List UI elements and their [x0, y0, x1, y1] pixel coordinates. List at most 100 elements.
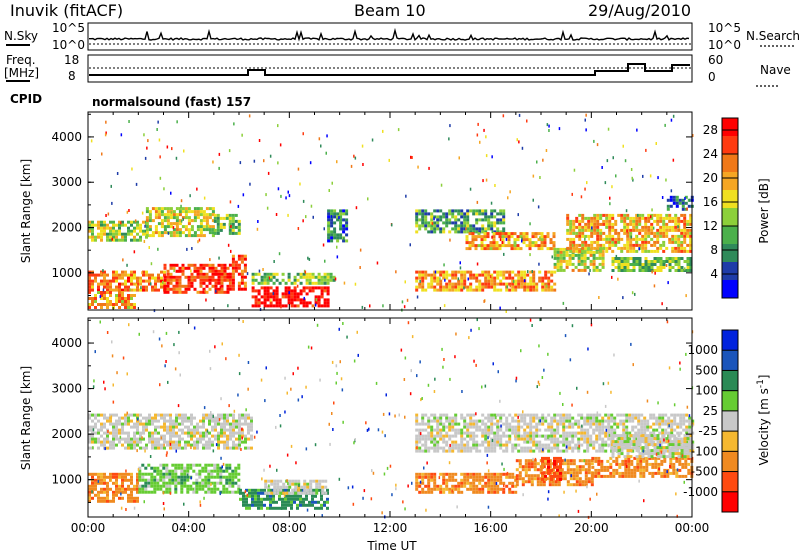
- power-cell: [587, 226, 590, 229]
- velocity-cell: [184, 444, 187, 447]
- velocity-cell: [445, 473, 448, 476]
- velocity-cell: [472, 432, 475, 435]
- velocity-cell: [136, 432, 139, 435]
- velocity-cell: [199, 441, 202, 444]
- velocity-cell: [550, 423, 553, 426]
- velocity-cell: [270, 480, 273, 483]
- velocity-cell: [547, 447, 550, 450]
- power-cell: [176, 282, 179, 285]
- velocity-cell: [591, 475, 594, 478]
- velocity-cell: [418, 441, 421, 444]
- power-cell: [161, 210, 164, 213]
- velocity-cell: [205, 417, 208, 420]
- power-cell: [91, 283, 94, 286]
- power-cell: [321, 279, 324, 282]
- velocity-cell: [226, 417, 229, 420]
- velocity-cell: [198, 476, 201, 479]
- power-scatter-cell: [635, 235, 637, 238]
- velocity-cell: [272, 507, 275, 510]
- power-cell: [197, 270, 200, 273]
- velocity-cell: [94, 441, 97, 444]
- power-cell: [635, 220, 638, 223]
- power-cell: [618, 263, 621, 266]
- power-scatter-cell: [588, 238, 590, 241]
- power-scatter-cell: [410, 156, 412, 159]
- power-cell: [273, 289, 276, 292]
- velocity-cell: [634, 417, 637, 420]
- velocity-cell: [421, 414, 424, 417]
- power-cell: [575, 247, 578, 250]
- power-cell: [330, 279, 333, 282]
- velocity-cell: [570, 477, 573, 480]
- velocity-cell: [589, 444, 592, 447]
- velocity-cell: [511, 447, 514, 450]
- power-scatter-cell: [632, 291, 634, 294]
- power-cell: [157, 277, 160, 280]
- power-cell: [648, 266, 651, 269]
- power-cell: [203, 213, 206, 216]
- power-cell: [200, 222, 203, 225]
- power-cell: [212, 276, 215, 279]
- power-cell: [415, 277, 418, 280]
- velocity-cell: [153, 491, 156, 494]
- power-cell: [608, 238, 611, 241]
- power-scatter-cell: [355, 157, 357, 160]
- power-cell: [127, 227, 130, 230]
- power-cell: [656, 223, 659, 226]
- power-cell: [318, 301, 321, 304]
- power-cell: [523, 289, 526, 292]
- velocity-cell: [454, 488, 457, 491]
- power-cell: [535, 289, 538, 292]
- power-cell: [133, 227, 136, 230]
- power-cell: [681, 266, 684, 269]
- power-cell: [232, 285, 235, 288]
- power-cell: [179, 213, 182, 216]
- velocity-cell: [192, 470, 195, 473]
- power-cell: [261, 279, 264, 282]
- velocity-cell: [216, 476, 219, 479]
- velocity-cell: [469, 432, 472, 435]
- power-cell: [608, 214, 611, 217]
- power-cell: [279, 282, 282, 285]
- power-cell: [553, 241, 556, 244]
- velocity-cell: [237, 485, 240, 488]
- velocity-cell: [579, 477, 582, 480]
- velocity-cell: [424, 414, 427, 417]
- power-scatter-cell: [344, 282, 346, 285]
- power-cell: [161, 222, 164, 225]
- power-cell: [215, 279, 218, 282]
- velocity-cell: [664, 423, 667, 426]
- velocity-cell: [247, 426, 250, 429]
- velocity-cell: [457, 423, 460, 426]
- velocity-cell: [220, 426, 223, 429]
- power-scatter-cell: [539, 236, 541, 239]
- velocity-cell: [174, 488, 177, 491]
- power-cell: [215, 267, 218, 270]
- velocity-cell: [124, 491, 127, 494]
- power-scatter-cell: [585, 119, 587, 122]
- velocity-cell: [204, 467, 207, 470]
- power-cell: [182, 225, 185, 228]
- power-cell: [508, 244, 511, 247]
- power-cell: [241, 270, 244, 273]
- power-scatter-cell: [598, 296, 600, 299]
- velocity-cell: [628, 420, 631, 423]
- velocity-cell: [457, 444, 460, 447]
- power-cell: [566, 220, 569, 223]
- velocity-cell: [589, 441, 592, 444]
- power-cell: [623, 229, 626, 232]
- velocity-cell: [679, 423, 682, 426]
- power-cell: [151, 286, 154, 289]
- velocity-cell: [220, 414, 223, 417]
- power-cell: [687, 266, 690, 269]
- velocity-cell: [637, 420, 640, 423]
- velocity-cell: [625, 429, 628, 432]
- power-scatter-cell: [136, 283, 138, 286]
- power-cell: [342, 212, 345, 215]
- power-cell: [415, 215, 418, 218]
- power-cell: [345, 218, 348, 221]
- power-cell: [339, 209, 342, 212]
- power-cell: [106, 306, 109, 309]
- velocity-cell: [219, 473, 222, 476]
- power-scatter-cell: [532, 270, 534, 273]
